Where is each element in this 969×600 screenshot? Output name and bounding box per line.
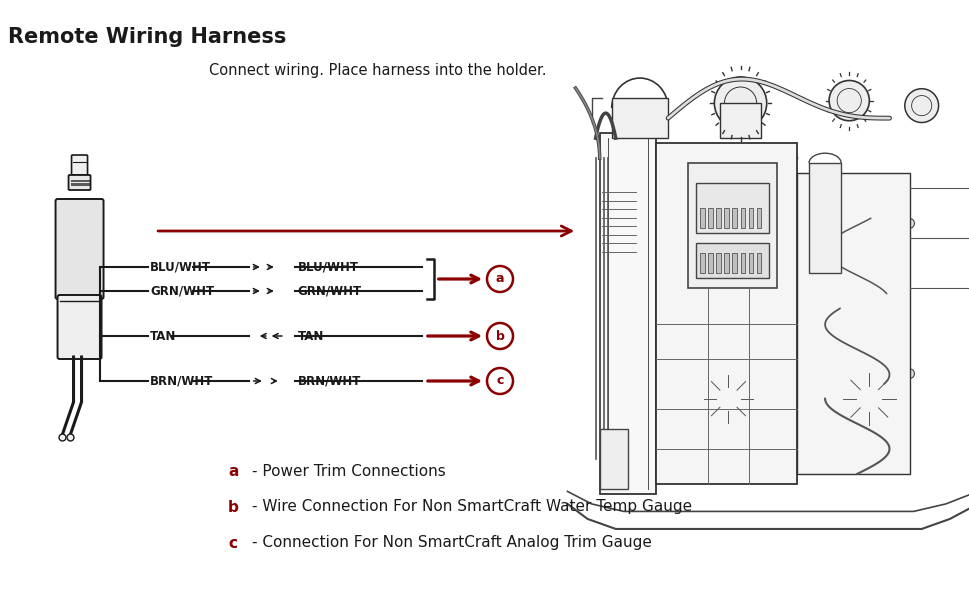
Bar: [611, 98, 668, 138]
Text: BLU/WHT: BLU/WHT: [150, 260, 211, 274]
Text: a: a: [228, 463, 238, 479]
Circle shape: [692, 362, 764, 435]
Circle shape: [654, 154, 664, 163]
Bar: [599, 429, 627, 489]
Circle shape: [604, 385, 610, 392]
Circle shape: [603, 466, 623, 487]
Circle shape: [703, 374, 752, 423]
Circle shape: [716, 386, 739, 411]
Circle shape: [856, 386, 882, 412]
Circle shape: [713, 77, 766, 129]
Circle shape: [604, 235, 610, 242]
Circle shape: [654, 444, 664, 454]
Circle shape: [609, 472, 618, 481]
Bar: [732, 208, 736, 229]
Text: c: c: [496, 374, 503, 388]
Bar: [687, 163, 776, 289]
Bar: [707, 208, 712, 229]
Bar: [748, 253, 753, 274]
Text: BRN/WHT: BRN/WHT: [150, 374, 213, 388]
Circle shape: [604, 335, 610, 342]
Circle shape: [904, 369, 914, 379]
Circle shape: [604, 285, 610, 292]
Circle shape: [683, 293, 692, 304]
Bar: [696, 183, 767, 233]
Bar: [707, 253, 712, 274]
FancyBboxPatch shape: [72, 155, 87, 175]
Circle shape: [787, 154, 797, 163]
Circle shape: [787, 444, 797, 454]
Text: b: b: [495, 329, 504, 343]
FancyBboxPatch shape: [57, 295, 102, 359]
Circle shape: [600, 281, 614, 296]
Bar: [756, 208, 761, 229]
Bar: [756, 253, 761, 274]
FancyBboxPatch shape: [55, 199, 104, 299]
Text: TAN: TAN: [150, 329, 176, 343]
Text: BLU/WHT: BLU/WHT: [297, 260, 359, 274]
Bar: [655, 143, 797, 484]
Circle shape: [904, 89, 938, 122]
Bar: [716, 253, 721, 274]
Circle shape: [842, 373, 894, 425]
Circle shape: [600, 382, 614, 396]
Circle shape: [904, 218, 914, 228]
Circle shape: [828, 80, 868, 121]
Circle shape: [600, 331, 614, 346]
Bar: [797, 173, 909, 474]
Text: - Wire Connection For Non SmartCraft Water Temp Gauge: - Wire Connection For Non SmartCraft Wat…: [252, 499, 692, 514]
Text: b: b: [228, 499, 238, 514]
Circle shape: [771, 293, 781, 304]
Circle shape: [828, 358, 909, 439]
Text: a: a: [495, 272, 504, 286]
Text: - Connection For Non SmartCraft Analog Trim Gauge: - Connection For Non SmartCraft Analog T…: [252, 535, 651, 551]
Bar: [716, 208, 721, 229]
Text: BRN/WHT: BRN/WHT: [297, 374, 360, 388]
Bar: [696, 244, 767, 278]
Circle shape: [600, 231, 614, 245]
Bar: [724, 253, 729, 274]
Text: - Power Trim Connections: - Power Trim Connections: [252, 463, 446, 479]
Text: TAN: TAN: [297, 329, 324, 343]
Text: c: c: [228, 535, 236, 551]
Text: Connect wiring. Place harness into the holder.: Connect wiring. Place harness into the h…: [208, 63, 546, 78]
Text: Remote Wiring Harness: Remote Wiring Harness: [8, 27, 286, 47]
Bar: [732, 253, 736, 274]
Bar: [720, 103, 760, 138]
Bar: [748, 208, 753, 229]
Text: GRN/WHT: GRN/WHT: [150, 284, 214, 298]
Bar: [808, 163, 840, 274]
Bar: [739, 253, 744, 274]
Bar: [700, 253, 704, 274]
Bar: [599, 133, 655, 494]
Bar: [700, 208, 704, 229]
Bar: [724, 208, 729, 229]
Bar: [739, 208, 744, 229]
FancyBboxPatch shape: [69, 175, 90, 190]
Text: GRN/WHT: GRN/WHT: [297, 284, 361, 298]
